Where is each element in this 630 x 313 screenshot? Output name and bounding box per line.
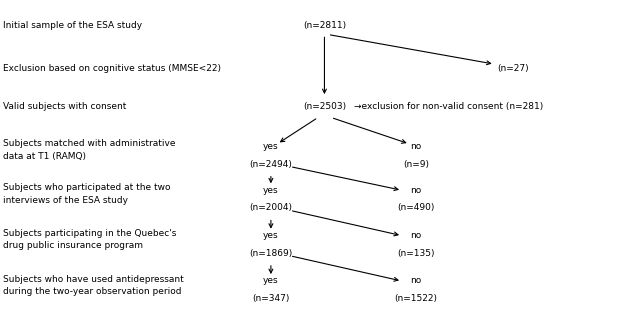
Text: →exclusion for non-valid consent (n=281): →exclusion for non-valid consent (n=281) [354,102,543,111]
Text: (n=135): (n=135) [397,249,435,258]
Text: yes: yes [263,142,278,151]
Text: no: no [410,231,421,240]
Text: no: no [410,276,421,285]
Text: Subjects participating in the Quebec's
drug public insurance program: Subjects participating in the Quebec's d… [3,229,176,250]
Text: yes: yes [263,231,278,240]
Text: (n=2004): (n=2004) [249,203,292,213]
Text: (n=347): (n=347) [252,294,290,303]
Text: Subjects who have used antidepressant
during the two-year observation period: Subjects who have used antidepressant du… [3,275,184,296]
Text: yes: yes [263,186,278,195]
Text: (n=490): (n=490) [397,203,435,213]
Text: Initial sample of the ESA study: Initial sample of the ESA study [3,21,142,29]
Text: no: no [410,142,421,151]
Text: (n=27): (n=27) [498,64,529,73]
Text: Exclusion based on cognitive status (MMSE<22): Exclusion based on cognitive status (MMS… [3,64,221,73]
Text: Subjects matched with administrative
data at T1 (RAMQ): Subjects matched with administrative dat… [3,140,176,161]
Text: (n=1869): (n=1869) [249,249,292,258]
Text: (n=2494): (n=2494) [249,160,292,169]
Text: (n=2811): (n=2811) [303,21,346,29]
Text: (n=9): (n=9) [403,160,429,169]
Text: Valid subjects with consent: Valid subjects with consent [3,102,127,111]
Text: (n=1522): (n=1522) [394,294,437,303]
Text: yes: yes [263,276,278,285]
Text: Subjects who participated at the two
interviews of the ESA study: Subjects who participated at the two int… [3,183,171,205]
Text: (n=2503): (n=2503) [303,102,346,111]
Text: no: no [410,186,421,195]
